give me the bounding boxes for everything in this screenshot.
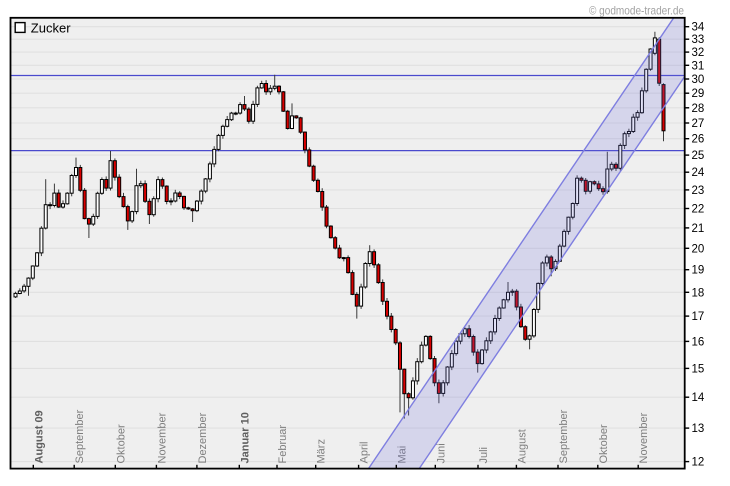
svg-text:August 09: August 09 (33, 410, 45, 463)
svg-text:14: 14 (692, 392, 705, 404)
svg-text:16: 16 (692, 336, 705, 348)
svg-text:Februar: Februar (277, 425, 289, 464)
svg-text:28: 28 (692, 103, 705, 115)
svg-text:November: November (638, 412, 650, 463)
svg-text:27: 27 (692, 118, 705, 130)
svg-text:32: 32 (692, 47, 705, 59)
svg-text:30: 30 (692, 74, 705, 86)
svg-text:26: 26 (692, 134, 705, 146)
svg-text:19: 19 (692, 265, 705, 277)
svg-text:17: 17 (692, 311, 705, 323)
svg-text:20: 20 (692, 243, 705, 255)
svg-text:Januar 10: Januar 10 (239, 412, 251, 463)
svg-text:Juni: Juni (435, 443, 447, 463)
svg-text:Oktober: Oktober (115, 424, 127, 463)
svg-text:September: September (74, 409, 86, 463)
svg-text:29: 29 (692, 88, 705, 100)
svg-text:25: 25 (692, 150, 705, 162)
svg-text:33: 33 (692, 34, 705, 46)
svg-text:21: 21 (692, 223, 705, 235)
svg-text:23: 23 (692, 185, 705, 197)
svg-text:31: 31 (692, 60, 705, 72)
svg-text:22: 22 (692, 204, 705, 216)
svg-text:18: 18 (692, 287, 705, 299)
svg-text:12: 12 (692, 457, 705, 469)
svg-text:März: März (316, 439, 328, 463)
svg-text:© godmode-trader.de: © godmode-trader.de (589, 4, 684, 18)
svg-text:Mai: Mai (396, 446, 408, 464)
svg-text:34: 34 (692, 22, 705, 34)
svg-text:November: November (156, 412, 168, 463)
svg-text:September: September (558, 409, 570, 463)
svg-text:Dezember: Dezember (197, 412, 209, 463)
svg-text:24: 24 (692, 167, 705, 179)
svg-text:August: August (516, 429, 528, 463)
svg-text:April: April (359, 441, 371, 463)
svg-text:Zucker: Zucker (31, 20, 71, 35)
svg-text:Oktober: Oktober (598, 424, 610, 463)
svg-text:Juli: Juli (478, 447, 490, 464)
svg-text:15: 15 (692, 363, 705, 375)
svg-text:13: 13 (692, 423, 705, 435)
